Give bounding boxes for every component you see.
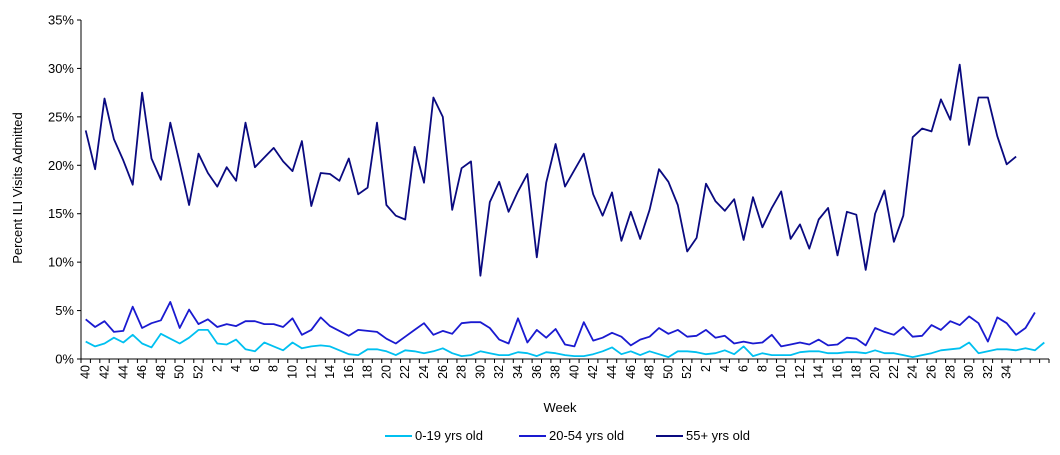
x-tick-label: 20 [379,365,393,379]
x-tick-label: 36 [530,365,544,379]
x-tick-label: 18 [849,365,863,379]
legend: 0-19 yrs old 20-54 yrs old 55+ yrs old [385,428,750,443]
series-line-0 [85,328,1045,359]
x-tick-label: 28 [943,365,957,379]
x-tick-label: 30 [473,365,487,379]
legend-label: 0-19 yrs old [415,428,483,443]
x-tick-label: 50 [661,365,675,379]
x-tick-label: 8 [755,365,769,372]
y-tick-label: 25% [48,109,74,124]
x-tick-label: 34 [511,365,525,379]
x-tick-label: 22 [398,365,412,379]
x-tick-label: 48 [643,365,657,379]
y-tick-label: 15% [48,206,74,221]
x-axis-label: Week [544,400,577,415]
x-tick-label: 26 [436,365,450,379]
x-tick-label: 12 [304,365,318,379]
x-tick-label: 6 [248,365,262,372]
x-tick-label: 6 [737,365,751,372]
x-tick-label: 40 [79,365,93,379]
y-tick-label: 35% [48,13,74,28]
x-tick-label: 14 [812,365,826,379]
x-tick-label: 18 [361,365,375,379]
x-tick-label: 24 [906,365,920,379]
series-line-2 [84,63,1017,277]
x-tick-label: 24 [417,365,431,379]
y-tick-label: 10% [48,255,74,270]
x-tick-label: 4 [718,365,732,372]
y-tick-label: 30% [48,61,74,76]
x-tick-label: 16 [342,365,356,379]
x-tick-label: 32 [981,365,995,379]
x-tick-label: 2 [699,365,713,372]
x-tick-label: 16 [831,365,845,379]
series-line-1 [85,300,1036,348]
x-tick-label: 28 [455,365,469,379]
x-tick-label: 2 [210,365,224,372]
x-tick-label: 8 [267,365,281,372]
x-tick-label: 44 [605,365,619,379]
y-tick-label: 5% [55,303,74,318]
x-tick-label: 46 [624,365,638,379]
x-tick-label: 32 [492,365,506,379]
x-tick-label: 40 [567,365,581,379]
x-tick-label: 10 [774,365,788,379]
x-tick-label: 34 [1000,365,1014,379]
x-tick-label: 10 [285,365,299,379]
x-tick-label: 30 [962,365,976,379]
x-tick-label: 20 [868,365,882,379]
x-tick-label: 46 [135,365,149,379]
legend-label: 55+ yrs old [686,428,750,443]
y-tick-label: 0% [55,352,74,367]
legend-label: 20-54 yrs old [549,428,624,443]
x-tick-label: 50 [173,365,187,379]
x-tick-label: 12 [793,365,807,379]
x-tick-label: 22 [887,365,901,379]
y-tick-label: 20% [48,158,74,173]
x-tick-label: 42 [586,365,600,379]
x-tick-label: 42 [97,365,111,379]
plot-area: 0%5%10%15%20%25%30%35%40 42 44 46 48 50 52 2 4 6 8… [48,13,1050,379]
y-axis-label: Percent ILI Visits Admitted [10,112,25,264]
x-tick-label: 48 [154,365,168,379]
x-tick-label: 14 [323,365,337,379]
x-tick-label: 26 [925,365,939,379]
x-tick-label: 44 [116,365,130,379]
x-tick-label: 52 [191,365,205,379]
x-tick-label: 38 [549,365,563,379]
x-tick-label: 52 [680,365,694,379]
x-tick-label: 4 [229,365,243,372]
